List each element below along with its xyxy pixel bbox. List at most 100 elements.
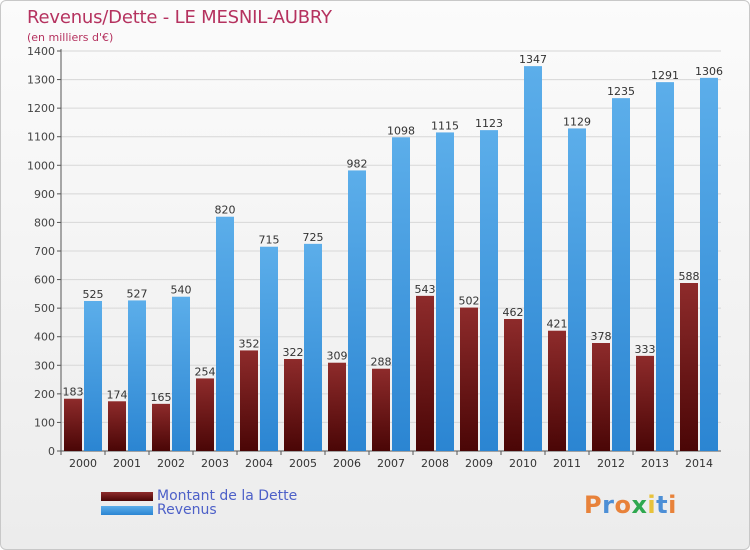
proxiti-logo: Proxiti [584, 491, 677, 519]
bar-revenus [568, 128, 586, 451]
y-tick-label: 0 [48, 445, 55, 458]
x-tick-label: 2002 [157, 457, 185, 470]
bar-revenus [84, 301, 102, 451]
data-label-revenus: 1306 [695, 65, 723, 78]
logo-letter: t [656, 491, 669, 519]
bar-revenus [172, 296, 190, 451]
x-tick-label: 2010 [509, 457, 537, 470]
data-label-revenus: 982 [347, 157, 368, 170]
bar-dette [152, 403, 170, 451]
bar-revenus [612, 98, 630, 452]
bar-dette [460, 307, 478, 451]
data-label-revenus: 715 [259, 234, 280, 247]
x-tick-label: 2007 [377, 457, 405, 470]
bar-revenus [304, 243, 322, 451]
y-tick-label: 200 [34, 388, 55, 401]
bar-dette [108, 401, 126, 451]
data-label-revenus: 725 [303, 231, 324, 244]
data-label-dette: 183 [63, 386, 84, 399]
data-label-revenus: 1347 [519, 53, 547, 66]
bar-revenus [436, 132, 454, 451]
x-tick-label: 2012 [597, 457, 625, 470]
bar-dette [548, 330, 566, 451]
data-label-dette: 309 [327, 350, 348, 363]
logo-letter: r [602, 491, 615, 519]
data-label-dette: 174 [107, 388, 128, 401]
bar-revenus [700, 77, 718, 451]
y-tick-label: 1300 [27, 74, 55, 87]
legend-item-revenus: Revenus [101, 502, 217, 518]
legend-label-dette: Montant de la Dette [157, 488, 298, 504]
bar-revenus [392, 137, 410, 452]
x-tick-label: 2013 [641, 457, 669, 470]
bar-dette [592, 343, 610, 451]
bars [64, 66, 718, 452]
data-label-dette: 588 [679, 270, 700, 283]
logo-letter: x [631, 491, 648, 519]
bar-dette [64, 398, 82, 451]
data-label-dette: 543 [415, 283, 436, 296]
y-tick-label: 1000 [27, 159, 55, 172]
bar-dette [372, 368, 390, 451]
chart-title: Revenus/Dette - LE MESNIL-AUBRY [27, 7, 332, 28]
bar-revenus [348, 170, 366, 451]
logo-letter: P [584, 491, 603, 519]
data-label-revenus: 1115 [431, 119, 459, 132]
data-label-revenus: 820 [215, 204, 236, 217]
data-label-revenus: 1098 [387, 124, 415, 137]
y-tick-label: 1200 [27, 102, 55, 115]
bar-dette [196, 378, 214, 451]
axes: 0 100 200 300 400 500 600 700 800 900 1000 1100 1200… [27, 45, 721, 470]
legend-swatch-dette [101, 491, 153, 501]
y-tick-label: 900 [34, 188, 55, 201]
bar-dette [504, 319, 522, 451]
grid-lines [61, 50, 721, 452]
bar-dette [636, 355, 654, 451]
data-label-revenus: 525 [83, 288, 104, 301]
data-label-revenus: 527 [127, 287, 148, 300]
y-tick-label: 100 [34, 416, 55, 429]
y-tick-label: 500 [34, 302, 55, 315]
data-label-dette: 462 [503, 306, 524, 319]
data-label-revenus: 1123 [475, 117, 503, 130]
bar-dette [284, 359, 302, 451]
x-tick-label: 2005 [289, 457, 317, 470]
bar-dette [416, 295, 434, 451]
legend-label-revenus: Revenus [157, 502, 217, 518]
bar-dette [680, 283, 698, 451]
y-tick-label: 300 [34, 359, 55, 372]
bar-revenus [216, 216, 234, 451]
bar-dette [328, 362, 346, 451]
legend-swatch-revenus [101, 505, 153, 515]
y-tick-label: 1400 [27, 45, 55, 58]
data-label-dette: 254 [195, 365, 216, 378]
data-label-dette: 322 [283, 346, 304, 359]
x-tick-label: 2004 [245, 457, 273, 470]
bar-revenus [260, 246, 278, 451]
bar-revenus [524, 66, 542, 452]
data-label-dette: 352 [239, 337, 260, 350]
x-tick-label: 2009 [465, 457, 493, 470]
data-label-dette: 165 [151, 391, 172, 404]
data-label-revenus: 1235 [607, 85, 635, 98]
logo-letter: o [614, 491, 632, 519]
chart-subtitle: (en milliers d'€) [27, 31, 114, 44]
x-tick-label: 2003 [201, 457, 229, 470]
y-tick-label: 600 [34, 274, 55, 287]
data-label-dette: 378 [591, 330, 612, 343]
y-tick-label: 400 [34, 331, 55, 344]
x-tick-label: 2014 [685, 457, 713, 470]
data-label-dette: 333 [635, 343, 656, 356]
legend-item-dette: Montant de la Dette [101, 488, 298, 504]
y-tick-label: 1100 [27, 131, 55, 144]
logo-letter: i [668, 491, 677, 519]
data-label-dette: 502 [459, 295, 480, 308]
bar-revenus [480, 130, 498, 451]
x-tick-label: 2006 [333, 457, 361, 470]
bar-dette [240, 350, 258, 451]
data-label-revenus: 1291 [651, 69, 679, 82]
data-label-dette: 421 [547, 318, 568, 331]
y-tick-label: 800 [34, 216, 55, 229]
